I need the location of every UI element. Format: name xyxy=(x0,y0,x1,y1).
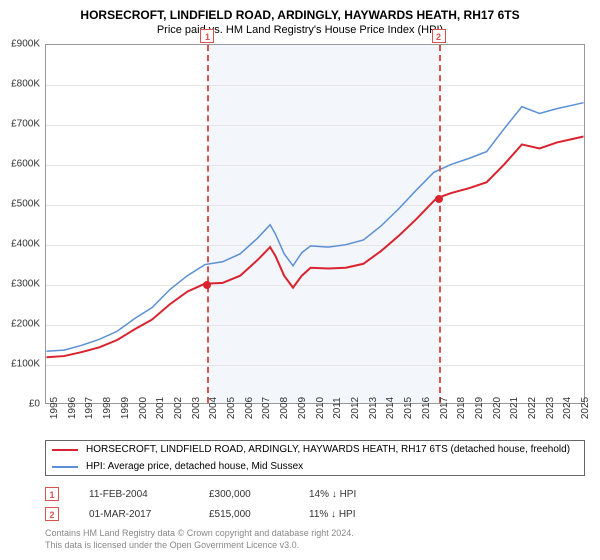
x-tick-label: 2011 xyxy=(332,397,343,419)
y-tick-label: £900K xyxy=(4,39,40,50)
plot-area: 12 xyxy=(45,44,585,404)
legend-item: HPI: Average price, detached house, Mid … xyxy=(46,458,584,475)
x-tick-label: 2018 xyxy=(456,397,467,419)
y-tick-label: £300K xyxy=(4,279,40,290)
y-tick-label: £500K xyxy=(4,199,40,210)
y-tick-label: £0 xyxy=(4,399,40,410)
x-tick-label: 2020 xyxy=(492,397,503,419)
sale-marker-label: 2 xyxy=(432,29,446,43)
x-tick-label: 2010 xyxy=(315,397,326,419)
sale-date: 01-MAR-2017 xyxy=(89,509,209,520)
chart-container: HORSECROFT, LINDFIELD ROAD, ARDINGLY, HA… xyxy=(0,0,600,560)
sale-row: 2 01-MAR-2017£515,00011% ↓ HPI xyxy=(45,504,585,524)
sale-marker-line xyxy=(207,45,209,403)
x-tick-label: 2024 xyxy=(562,397,573,419)
x-tick-label: 2001 xyxy=(155,397,166,419)
sale-marker-dot xyxy=(203,281,211,289)
sale-hpi-delta: 11% ↓ HPI xyxy=(309,509,429,520)
series-line xyxy=(47,103,584,352)
x-tick-label: 1997 xyxy=(84,397,95,419)
y-tick-label: £100K xyxy=(4,359,40,370)
y-tick-label: £700K xyxy=(4,119,40,130)
x-tick-label: 2007 xyxy=(261,397,272,419)
x-tick-label: 1995 xyxy=(49,397,60,419)
legend-label: HPI: Average price, detached house, Mid … xyxy=(86,461,303,472)
x-tick-label: 1999 xyxy=(120,397,131,419)
x-tick-label: 1998 xyxy=(102,397,113,419)
sale-index-box: 1 xyxy=(45,487,59,501)
sale-marker-line xyxy=(439,45,441,403)
footer-attribution: Contains HM Land Registry data © Crown c… xyxy=(45,528,354,551)
chart-subtitle: Price paid vs. HM Land Registry's House … xyxy=(0,22,600,42)
x-tick-label: 2013 xyxy=(368,397,379,419)
line-series-svg xyxy=(46,45,584,403)
y-tick-label: £600K xyxy=(4,159,40,170)
x-tick-label: 2019 xyxy=(474,397,485,419)
x-tick-label: 2004 xyxy=(208,397,219,419)
footer-line-2: This data is licensed under the Open Gov… xyxy=(45,540,354,552)
legend-label: HORSECROFT, LINDFIELD ROAD, ARDINGLY, HA… xyxy=(86,444,570,455)
footer-line-1: Contains HM Land Registry data © Crown c… xyxy=(45,528,354,540)
x-tick-label: 2008 xyxy=(279,397,290,419)
x-tick-label: 2005 xyxy=(226,397,237,419)
x-tick-label: 2023 xyxy=(545,397,556,419)
sales-table: 1 11-FEB-2004£300,00014% ↓ HPI 2 01-MAR-201… xyxy=(45,484,585,524)
x-tick-label: 2025 xyxy=(580,397,591,419)
sale-date: 11-FEB-2004 xyxy=(89,489,209,500)
y-tick-label: £800K xyxy=(4,79,40,90)
x-tick-label: 2022 xyxy=(527,397,538,419)
x-tick-label: 2006 xyxy=(244,397,255,419)
x-tick-label: 2014 xyxy=(385,397,396,419)
x-tick-label: 2003 xyxy=(191,397,202,419)
x-tick-label: 2009 xyxy=(297,397,308,419)
x-tick-label: 2015 xyxy=(403,397,414,419)
sale-marker-dot xyxy=(435,195,443,203)
legend: HORSECROFT, LINDFIELD ROAD, ARDINGLY, HA… xyxy=(45,440,585,476)
sale-hpi-delta: 14% ↓ HPI xyxy=(309,489,429,500)
x-tick-label: 2016 xyxy=(421,397,432,419)
y-tick-label: £400K xyxy=(4,239,40,250)
x-tick-label: 2012 xyxy=(350,397,361,419)
legend-item: HORSECROFT, LINDFIELD ROAD, ARDINGLY, HA… xyxy=(46,441,584,458)
legend-swatch xyxy=(52,466,78,468)
sale-marker-label: 1 xyxy=(200,29,214,43)
x-tick-label: 1996 xyxy=(67,397,78,419)
y-tick-label: £200K xyxy=(4,319,40,330)
x-tick-label: 2002 xyxy=(173,397,184,419)
x-tick-label: 2021 xyxy=(509,397,520,419)
sale-index-box: 2 xyxy=(45,507,59,521)
x-tick-label: 2000 xyxy=(138,397,149,419)
x-tick-label: 2017 xyxy=(439,397,450,419)
chart-title: HORSECROFT, LINDFIELD ROAD, ARDINGLY, HA… xyxy=(0,0,600,22)
sale-row: 1 11-FEB-2004£300,00014% ↓ HPI xyxy=(45,484,585,504)
legend-swatch xyxy=(52,449,78,451)
sale-price: £515,000 xyxy=(209,509,309,520)
sale-price: £300,000 xyxy=(209,489,309,500)
